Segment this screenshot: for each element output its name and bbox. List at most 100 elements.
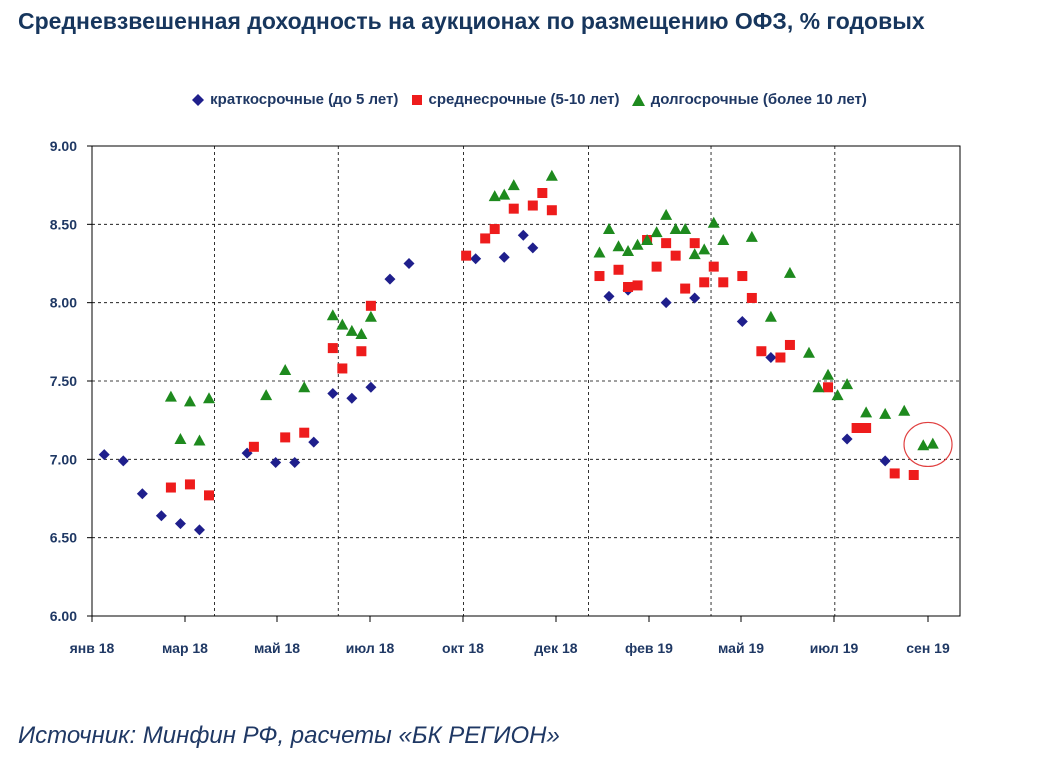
data-point-diamond <box>517 229 529 241</box>
data-point-square <box>299 427 310 438</box>
data-point-triangle <box>545 169 558 181</box>
data-point-triangle <box>822 368 835 380</box>
legend-item-short: краткосрочные (до 5 лет) <box>192 91 398 108</box>
data-point-triangle <box>326 309 339 321</box>
x-axis: янв 18 мар 18 май 18 июл 18 окт 18 дек 18 фев … <box>70 616 950 656</box>
highlight-circle <box>903 421 953 468</box>
data-point-triangle <box>183 395 196 407</box>
data-point-diamond <box>117 455 129 467</box>
data-point-square <box>356 346 367 357</box>
data-point-square <box>337 363 348 374</box>
data-point-triangle <box>631 238 644 250</box>
x-tick-label: мар 18 <box>162 640 208 656</box>
data-point-square <box>248 441 259 452</box>
chart-grid <box>91 145 961 617</box>
data-point-square <box>623 282 634 292</box>
data-point-square <box>689 238 700 249</box>
data-point-square <box>461 250 472 261</box>
data-point-diamond <box>270 456 282 468</box>
data-point-triangle <box>898 404 911 416</box>
data-point-diamond <box>841 433 853 445</box>
data-point-triangle <box>488 190 501 202</box>
data-point-square <box>756 346 767 357</box>
data-point-triangle <box>364 310 377 322</box>
data-point-square <box>784 339 795 350</box>
x-tick-label: фев 19 <box>625 640 673 656</box>
page-title: Средневзвешенная доходность на аукционах… <box>18 8 925 34</box>
y-tick-label: 7.50 <box>50 373 77 389</box>
data-point-triangle <box>260 389 273 401</box>
data-point-square <box>365 300 376 311</box>
data-point-triangle <box>355 328 368 339</box>
data-point-square <box>280 432 291 443</box>
data-point-square <box>889 468 900 479</box>
data-point-triangle <box>860 406 873 418</box>
data-point-diamond <box>98 449 110 461</box>
data-point-square <box>680 283 691 294</box>
x-tick-label: дек 18 <box>534 640 577 656</box>
data-point-diamond <box>498 251 510 263</box>
data-point-triangle <box>879 407 892 419</box>
data-point-square <box>632 280 643 291</box>
data-point-square <box>775 352 786 363</box>
data-point-diamond <box>365 381 377 393</box>
data-point-triangle <box>669 223 682 235</box>
x-tick-label: сен 19 <box>906 640 950 656</box>
data-point-diamond <box>660 297 672 309</box>
data-point-triangle <box>498 188 511 200</box>
data-point-diamond <box>736 315 748 327</box>
data-point-diamond <box>470 253 482 265</box>
data-point-triangle <box>717 234 730 245</box>
data-point-diamond <box>879 455 891 467</box>
data-point-square <box>823 382 834 393</box>
data-point-triangle <box>612 240 625 252</box>
y-tick-label: 8.00 <box>50 295 77 311</box>
y-tick-label: 6.00 <box>50 608 77 624</box>
data-point-square <box>908 470 919 480</box>
data-point-diamond <box>327 388 339 400</box>
data-point-triangle <box>688 248 701 260</box>
legend-item-long: долгосрочные (более 10 лет) <box>631 91 867 108</box>
data-point-square <box>184 479 195 490</box>
data-point-square <box>489 224 500 235</box>
data-point-triangle <box>783 266 796 278</box>
yield-scatter-chart: 9.00 8.50 8.00 7.50 7.00 6.50 6.00 янв 18 мар 1… <box>50 138 961 656</box>
legend-label-long: долгосрочные (более 10 лет) <box>650 91 867 108</box>
data-point-square <box>613 264 624 275</box>
data-point-triangle <box>707 216 720 228</box>
chart-marks <box>98 169 939 536</box>
data-point-square <box>708 261 719 272</box>
x-tick-label: янв 18 <box>70 640 115 656</box>
data-point-square <box>480 233 491 244</box>
data-point-square <box>670 250 681 261</box>
legend-label-short: краткосрочные (до 5 лет) <box>210 91 399 108</box>
data-point-diamond <box>527 242 539 254</box>
data-point-square <box>718 277 729 288</box>
y-tick-label: 6.50 <box>50 530 77 546</box>
data-point-square <box>204 490 215 501</box>
legend-label-medium: среднесрочные (5-10 лет) <box>428 91 620 108</box>
y-tick-label: 8.50 <box>50 216 77 232</box>
data-point-triangle <box>764 310 777 322</box>
x-tick-label: май 19 <box>718 640 764 656</box>
data-point-square <box>546 205 557 216</box>
x-tick-label: июл 19 <box>810 640 859 656</box>
x-tick-label: окт 18 <box>442 640 484 656</box>
data-point-triangle <box>650 226 663 238</box>
triangle-marker-icon <box>631 93 645 106</box>
data-point-diamond <box>603 290 615 302</box>
data-point-triangle <box>193 434 206 446</box>
y-tick-label: 9.00 <box>50 138 77 154</box>
data-point-diamond <box>155 510 167 522</box>
data-point-diamond <box>174 518 186 530</box>
data-point-triangle <box>602 223 615 235</box>
data-point-triangle <box>812 381 825 393</box>
data-point-triangle <box>641 234 654 245</box>
x-tick-label: июл 18 <box>346 640 395 656</box>
y-tick-label: 7.00 <box>50 451 77 467</box>
data-point-diamond <box>384 273 396 285</box>
data-point-square <box>699 277 710 288</box>
data-point-square <box>594 271 605 282</box>
data-point-square <box>861 423 872 433</box>
data-point-triangle <box>745 230 758 242</box>
